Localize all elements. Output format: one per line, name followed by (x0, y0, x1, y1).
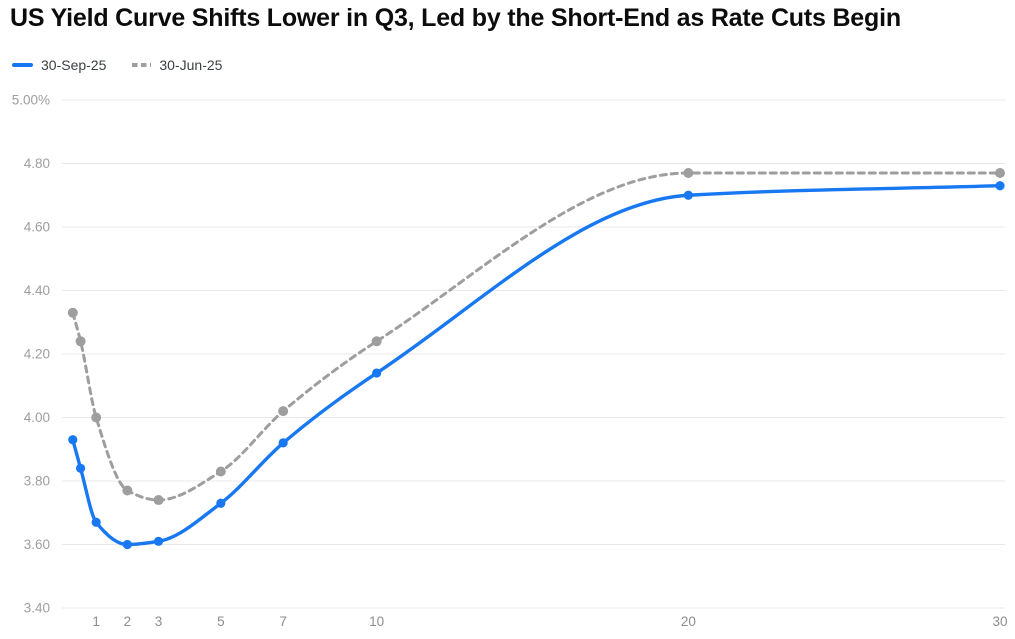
y-tick-label: 4.20 (24, 347, 50, 362)
x-tick-label: 2 (124, 614, 132, 629)
data-point (683, 190, 693, 200)
y-tick-label: 5.00% (12, 93, 50, 108)
x-tick-label: 10 (369, 614, 384, 629)
data-point (216, 498, 226, 508)
legend-label-30-sep-25: 30-Sep-25 (41, 57, 107, 73)
y-tick-label: 3.40 (24, 601, 50, 616)
legend-item-30-jun-25: 30-Jun-25 (132, 57, 222, 73)
y-tick-label: 3.80 (24, 474, 50, 489)
solid-line-swatch-icon (12, 63, 33, 67)
legend: 30-Sep-25 30-Jun-25 (12, 57, 222, 73)
y-tick-label: 4.80 (24, 156, 50, 171)
data-point (995, 181, 1005, 191)
data-point (215, 466, 226, 477)
data-point (278, 438, 288, 448)
data-point (372, 368, 382, 378)
chart-title: US Yield Curve Shifts Lower in Q3, Led b… (10, 4, 901, 32)
data-point (122, 539, 132, 550)
y-tick-label: 4.00 (24, 410, 50, 425)
x-axis-labels: 1 2 3 5 7 10 20 30 (92, 614, 1007, 629)
dashed-line-swatch-icon (132, 63, 152, 67)
data-point (683, 168, 694, 179)
legend-label-30-jun-25: 30-Jun-25 (159, 57, 223, 73)
series-line (71, 184, 1002, 547)
data-point (153, 536, 164, 546)
data-point (75, 336, 86, 347)
series-line (71, 171, 1002, 502)
x-tick-label: 1 (92, 614, 100, 629)
data-point (91, 517, 101, 527)
x-tick-label: 20 (681, 614, 696, 629)
gridlines (62, 99, 1005, 609)
data-point (278, 406, 289, 417)
data-point (68, 435, 78, 445)
legend-item-30-sep-25: 30-Sep-25 (12, 57, 106, 73)
data-point (91, 412, 102, 423)
series-30-jun-25 (67, 168, 1005, 506)
y-tick-label: 4.40 (24, 283, 50, 298)
x-tick-label: 5 (217, 614, 225, 629)
data-point (67, 307, 78, 318)
x-tick-label: 7 (279, 614, 287, 629)
data-point (153, 495, 164, 506)
x-tick-label: 30 (992, 614, 1007, 629)
data-point (371, 336, 382, 347)
y-axis-labels: 5.00% 4.80 4.60 4.40 4.20 4.00 3.80 3.60 3.40 (12, 93, 50, 616)
data-point (122, 485, 133, 496)
x-tick-label: 3 (155, 614, 163, 629)
y-tick-label: 4.60 (24, 220, 50, 235)
y-tick-label: 3.60 (24, 537, 50, 552)
data-point (75, 463, 86, 473)
data-point (995, 168, 1005, 179)
series-30-sep-25 (68, 181, 1005, 550)
